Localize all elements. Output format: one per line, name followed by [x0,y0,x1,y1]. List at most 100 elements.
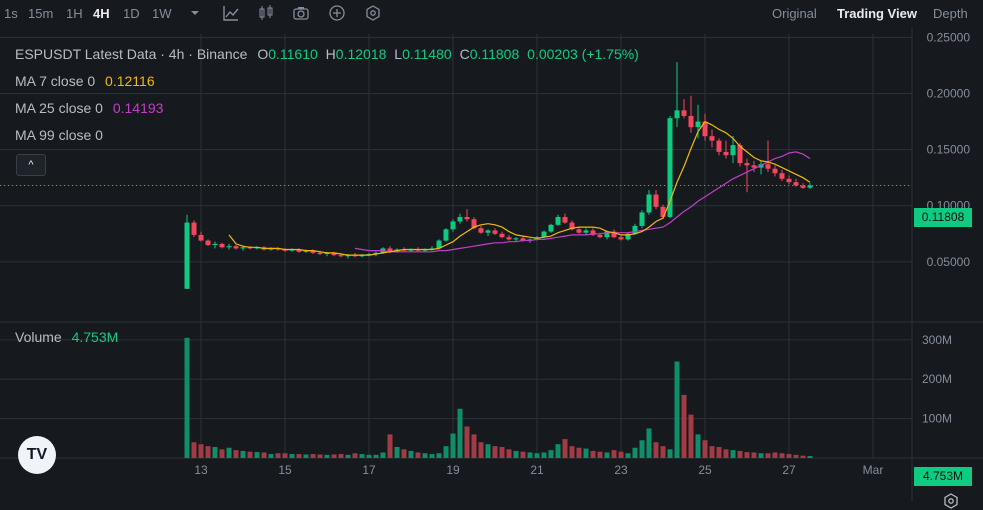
candle-body [471,219,477,229]
candle-body [674,110,680,119]
volume-bar [562,439,568,458]
collapse-legend-button[interactable]: ^ [16,154,46,176]
volume-bar [268,454,274,458]
ma7-legend: MA 7 close 0 0.12116 [15,73,155,89]
candle-body [450,221,456,230]
candlestick-icon[interactable] [257,4,275,22]
candle-body [569,222,575,230]
candle-body [205,240,211,246]
volume-bar [212,446,218,458]
ma25-line [354,151,811,253]
volume-bar [261,452,267,458]
volume-bar [716,446,722,458]
interval-1w[interactable]: 1W [152,6,172,21]
volume-bar [723,449,729,458]
camera-icon[interactable] [292,4,310,22]
candle-body [233,246,239,249]
candle-body [212,243,218,246]
tab-depth[interactable]: Depth [933,6,968,21]
candle-body [555,216,561,225]
candle-body [499,233,505,238]
candle-body [611,231,617,238]
candle-body [583,230,589,233]
volume-bar [625,453,631,458]
candle-body [310,250,316,253]
candle-body [240,247,246,249]
candle-body [387,248,393,252]
time-tick-label: 13 [194,463,208,477]
interval-1s[interactable]: 1s [4,6,18,21]
tradingview-logo: TV [18,436,56,474]
volume-bar [632,447,638,458]
chevron-down-icon[interactable] [186,4,204,22]
volume-bar [415,452,421,458]
candle-body [646,194,652,213]
settings-hex-icon[interactable] [364,4,382,22]
volume-bar [485,444,491,458]
time-tick-label: 23 [614,463,628,477]
candle-body [506,237,512,240]
volume-bar [569,446,575,458]
volume-bar [387,434,393,458]
volume-bar [618,451,624,458]
volume-label: Volume [15,329,62,345]
candle-body [737,145,743,164]
interval-4h[interactable]: 4H [93,6,110,21]
volume-bar [604,452,610,458]
candle-body [786,178,792,183]
settings-hex-icon-bottom[interactable] [942,492,960,510]
high-value: 0.12018 [335,46,387,62]
plus-circle-icon[interactable] [328,4,346,22]
volume-bar [198,444,204,458]
high-label: H [325,46,336,62]
close-value: 0.11808 [469,46,520,62]
volume-bar [226,447,232,458]
candle-body [765,164,771,169]
volume-legend: Volume 4.753M [15,329,118,345]
candle-body [723,151,729,156]
chart-area[interactable]: 0.25000 0.20000 0.15000 0.10000 0.05000 300M 2… [0,28,983,509]
volume-bar [219,449,225,458]
volume-bar [597,451,603,458]
volume-bar [674,361,680,458]
candle-body [513,238,519,240]
candle-body [485,230,491,233]
price-tick-label: 0.20000 [927,86,971,100]
volume-bar [611,450,617,458]
volume-tick-label: 200M [922,372,952,386]
volume-bar [506,449,512,458]
open-value: 0.11610 [268,46,318,62]
volume-bar [653,442,659,458]
volume-bar [737,450,743,458]
candle-body [709,136,715,141]
interval-15m[interactable]: 15m [28,6,54,21]
volume-bar [275,453,281,458]
tab-trading-view[interactable]: Trading View [837,6,917,21]
volume-bar [513,450,519,458]
volume-bar [401,449,407,458]
volume-bar [317,454,323,458]
symbol-title: ESPUSDT Latest Data · 4h · Binance [15,46,248,62]
tab-original[interactable]: Original [772,6,817,21]
volume-bar [471,434,477,458]
interval-1d[interactable]: 1D [123,6,140,21]
candle-body [562,216,568,223]
candle-body [779,173,785,179]
volume-bar [240,450,246,458]
ma7-label: MA 7 close 0 [15,73,96,89]
volume-bar [702,440,708,458]
interval-1h[interactable]: 1H [66,6,83,21]
volume-bar [758,453,764,458]
line-chart-icon[interactable] [222,4,240,22]
volume-bar [429,454,435,458]
volume-bar [534,453,540,458]
volume-bar [310,454,316,458]
volume-bar [772,452,778,458]
candle-body [730,145,736,156]
volume-bar [681,394,687,458]
volume-bar [744,452,750,458]
volume-bar [639,440,645,458]
volume-bar [527,452,533,458]
volume-bar [254,452,260,458]
time-tick-label: 19 [446,463,460,477]
